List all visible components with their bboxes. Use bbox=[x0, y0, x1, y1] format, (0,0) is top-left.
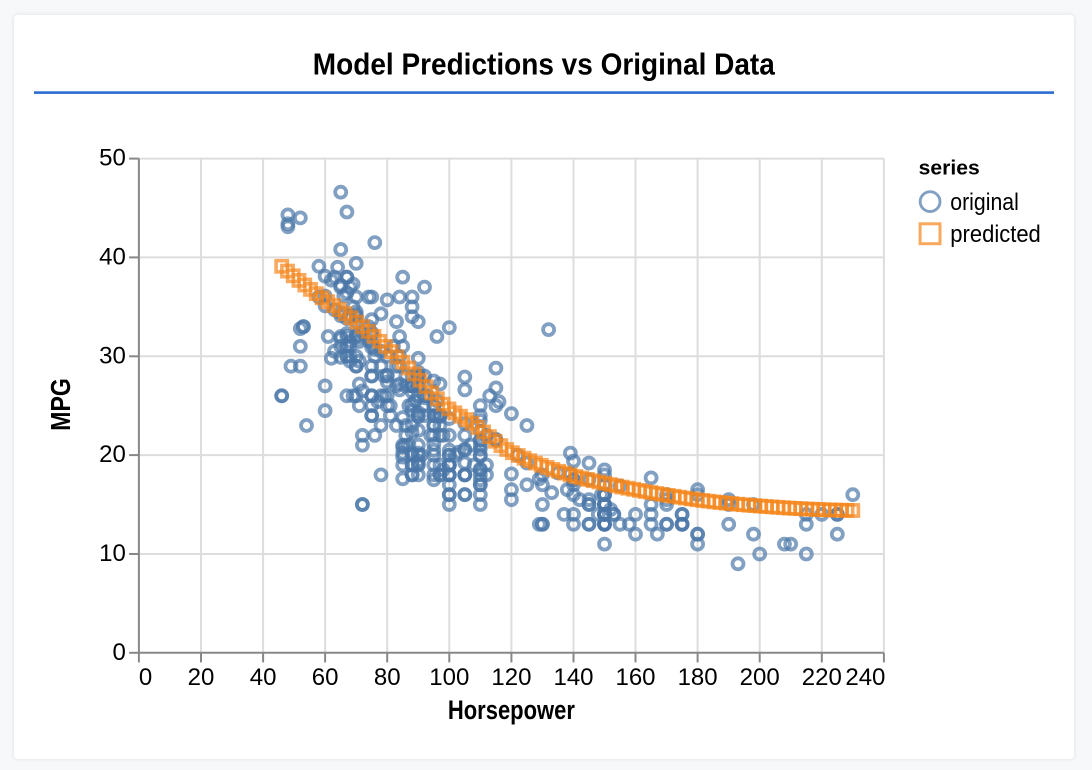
svg-text:50: 50 bbox=[99, 145, 126, 172]
svg-text:0: 0 bbox=[139, 664, 152, 691]
svg-text:200: 200 bbox=[740, 664, 780, 691]
svg-text:140: 140 bbox=[553, 664, 593, 691]
svg-text:20: 20 bbox=[188, 664, 215, 691]
svg-text:20: 20 bbox=[99, 441, 126, 468]
svg-text:original: original bbox=[950, 189, 1019, 216]
svg-text:30: 30 bbox=[99, 342, 126, 369]
svg-text:100: 100 bbox=[429, 664, 469, 691]
svg-text:120: 120 bbox=[491, 664, 531, 691]
svg-text:Horsepower: Horsepower bbox=[448, 695, 575, 725]
svg-text:predicted: predicted bbox=[950, 221, 1041, 248]
svg-text:220: 220 bbox=[802, 664, 842, 691]
svg-text:40: 40 bbox=[99, 243, 126, 270]
svg-text:Model Predictions vs Original: Model Predictions vs Original Data bbox=[313, 47, 776, 82]
svg-text:40: 40 bbox=[250, 664, 277, 691]
svg-text:10: 10 bbox=[99, 540, 126, 567]
svg-text:0: 0 bbox=[112, 639, 125, 666]
svg-text:60: 60 bbox=[312, 664, 339, 691]
svg-text:MPG: MPG bbox=[45, 378, 76, 431]
svg-text:160: 160 bbox=[615, 664, 655, 691]
svg-text:180: 180 bbox=[678, 664, 718, 691]
svg-text:80: 80 bbox=[374, 664, 401, 691]
svg-text:240: 240 bbox=[845, 664, 885, 691]
svg-text:series: series bbox=[919, 157, 980, 179]
